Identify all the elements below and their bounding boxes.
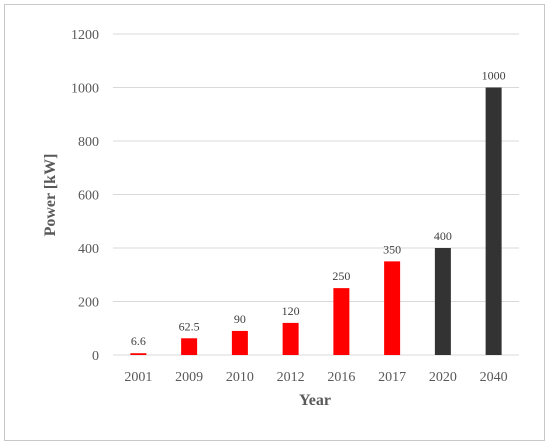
y-tick-label: 200 (78, 296, 99, 311)
data-label-2009: 62.5 (179, 319, 200, 333)
bars (130, 87, 502, 355)
bar-2040 (485, 87, 502, 355)
x-tick-label-2017: 2017 (378, 370, 406, 385)
chart-frame: 0 200 400 600 800 1000 1200 6.6 62.5 90 120 250 350… (4, 4, 545, 441)
data-label-2017: 350 (383, 242, 401, 256)
data-label-2010: 90 (234, 312, 246, 326)
y-tick-label: 1000 (71, 82, 99, 97)
bar-2009 (181, 338, 198, 355)
x-axis-title: Year (299, 392, 331, 409)
y-tick-label: 0 (92, 349, 99, 364)
data-label-2016: 250 (332, 269, 350, 283)
data-label-2012: 120 (282, 304, 300, 318)
x-tick-label-2012: 2012 (277, 370, 305, 385)
bar-2010 (231, 330, 248, 355)
bar-2012 (282, 322, 299, 355)
y-tick-label: 1200 (71, 28, 99, 43)
x-tick-label-2001: 2001 (124, 370, 152, 385)
x-axis-ticks: 2001 2009 2010 2012 2016 2017 2020 2040 (124, 370, 507, 385)
gridlines (113, 33, 519, 356)
y-axis-ticks: 0 200 400 600 800 1000 1200 (71, 28, 99, 364)
bar-2020 (434, 248, 451, 355)
y-tick-label: 400 (78, 242, 99, 257)
bar-2017 (384, 261, 401, 355)
bar-2016 (333, 288, 350, 355)
y-tick-label: 800 (78, 135, 99, 150)
bar-2001 (130, 353, 147, 355)
data-label-2001: 6.6 (131, 334, 146, 348)
x-tick-label-2010: 2010 (226, 370, 254, 385)
x-tick-label-2016: 2016 (327, 370, 355, 385)
y-axis-title: Power [kW] (42, 154, 59, 237)
data-label-2020: 400 (434, 229, 452, 243)
data-label-2040: 1000 (482, 69, 506, 83)
x-tick-label-2020: 2020 (429, 370, 457, 385)
y-tick-label: 600 (78, 189, 99, 204)
x-tick-label-2040: 2040 (480, 370, 508, 385)
data-labels: 6.6 62.5 90 120 250 350 400 1000 (131, 69, 506, 349)
bar-chart: 0 200 400 600 800 1000 1200 6.6 62.5 90 120 250 350… (42, 28, 519, 409)
x-tick-label-2009: 2009 (175, 370, 203, 385)
